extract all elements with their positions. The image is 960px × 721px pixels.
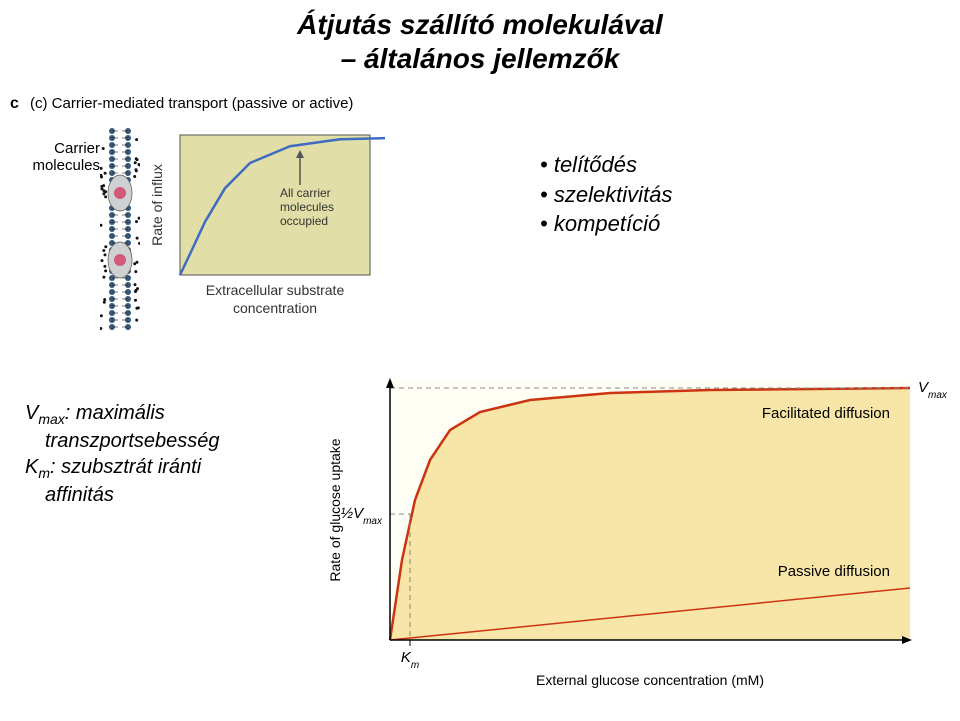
km-k: K	[25, 456, 38, 478]
svg-text:½Vmax: ½Vmax	[341, 505, 383, 527]
km-line-1: Km: szubsztrát iránti	[25, 454, 220, 482]
carrier-molecules-label: Carrier molecules	[10, 140, 100, 174]
bullets: • telítődés • szelektivitás • kompetíció	[540, 150, 672, 239]
km-rest: : szubsztrát iránti	[50, 456, 201, 478]
svg-text:Passive diffusion: Passive diffusion	[778, 563, 890, 580]
bullet-1-text: telítődés	[554, 152, 637, 177]
bullet-1: • telítődés	[540, 150, 672, 180]
svg-text:Extracellular substrate: Extracellular substrate	[206, 282, 345, 298]
km-sub: m	[38, 465, 50, 481]
page-title: Átjutás szállító molekulával – általános…	[0, 0, 960, 75]
svg-text:Km: Km	[401, 649, 419, 671]
title-line-2: – általános jellemzők	[0, 42, 960, 76]
svg-text:concentration: concentration	[233, 300, 317, 316]
panel-c-heading: (c) Carrier-mediated transport (passive …	[30, 95, 353, 112]
vmax-line-2: transzportsebesség	[25, 428, 220, 454]
page: { "title": { "line1": "Átjutás szállító …	[0, 0, 960, 721]
panel-c-chart: Rate of influx All carrier molecules occ…	[150, 125, 385, 335]
bullet-2: • szelektivitás	[540, 180, 672, 210]
bullet-3: • kompetíció	[540, 209, 672, 239]
bullet-2-text: szelektivitás	[554, 182, 673, 207]
membrane-diagram	[100, 125, 140, 335]
svg-text:Vmax: Vmax	[918, 379, 948, 401]
title-line-1: Átjutás szállító molekulával	[0, 8, 960, 42]
svg-text:Facilitated diffusion: Facilitated diffusion	[762, 405, 890, 422]
panel-c: c (c) Carrier-mediated transport (passiv…	[10, 95, 420, 355]
bullet-3-text: kompetíció	[554, 211, 660, 236]
vmax-km-text: Vmax: maximális transzportsebesség Km: s…	[25, 400, 220, 508]
panel-c-letter: c	[10, 95, 19, 113]
svg-text:All carrier: All carrier	[280, 186, 331, 200]
svg-text:molecules: molecules	[280, 200, 334, 214]
vmax-rest: : maximális	[65, 402, 165, 424]
glucose-chart: Vmax ½Vmax Km Facilitated diffusion Passive …	[310, 360, 950, 710]
svg-text:Rate of glucose uptake: Rate of glucose uptake	[327, 438, 343, 581]
vmax-v: V	[25, 402, 38, 424]
km-line-2: affinitás	[25, 482, 220, 508]
panel-c-ylabel: Rate of influx	[150, 164, 165, 246]
vmax-line-1: Vmax: maximális	[25, 400, 220, 428]
vmax-sub: max	[38, 411, 64, 427]
svg-text:External glucose concentration: External glucose concentration (mM)	[536, 672, 764, 688]
svg-text:occupied: occupied	[280, 214, 328, 228]
